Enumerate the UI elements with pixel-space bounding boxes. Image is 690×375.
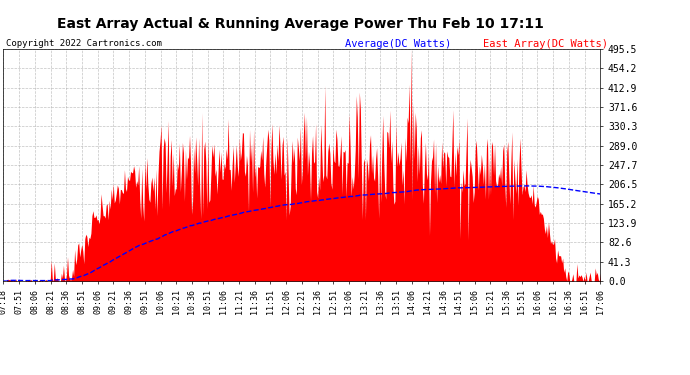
Text: Average(DC Watts): Average(DC Watts): [345, 39, 451, 50]
Text: East Array(DC Watts): East Array(DC Watts): [483, 39, 608, 50]
Text: Copyright 2022 Cartronics.com: Copyright 2022 Cartronics.com: [6, 39, 161, 48]
Text: East Array Actual & Running Average Power Thu Feb 10 17:11: East Array Actual & Running Average Powe…: [57, 17, 544, 31]
